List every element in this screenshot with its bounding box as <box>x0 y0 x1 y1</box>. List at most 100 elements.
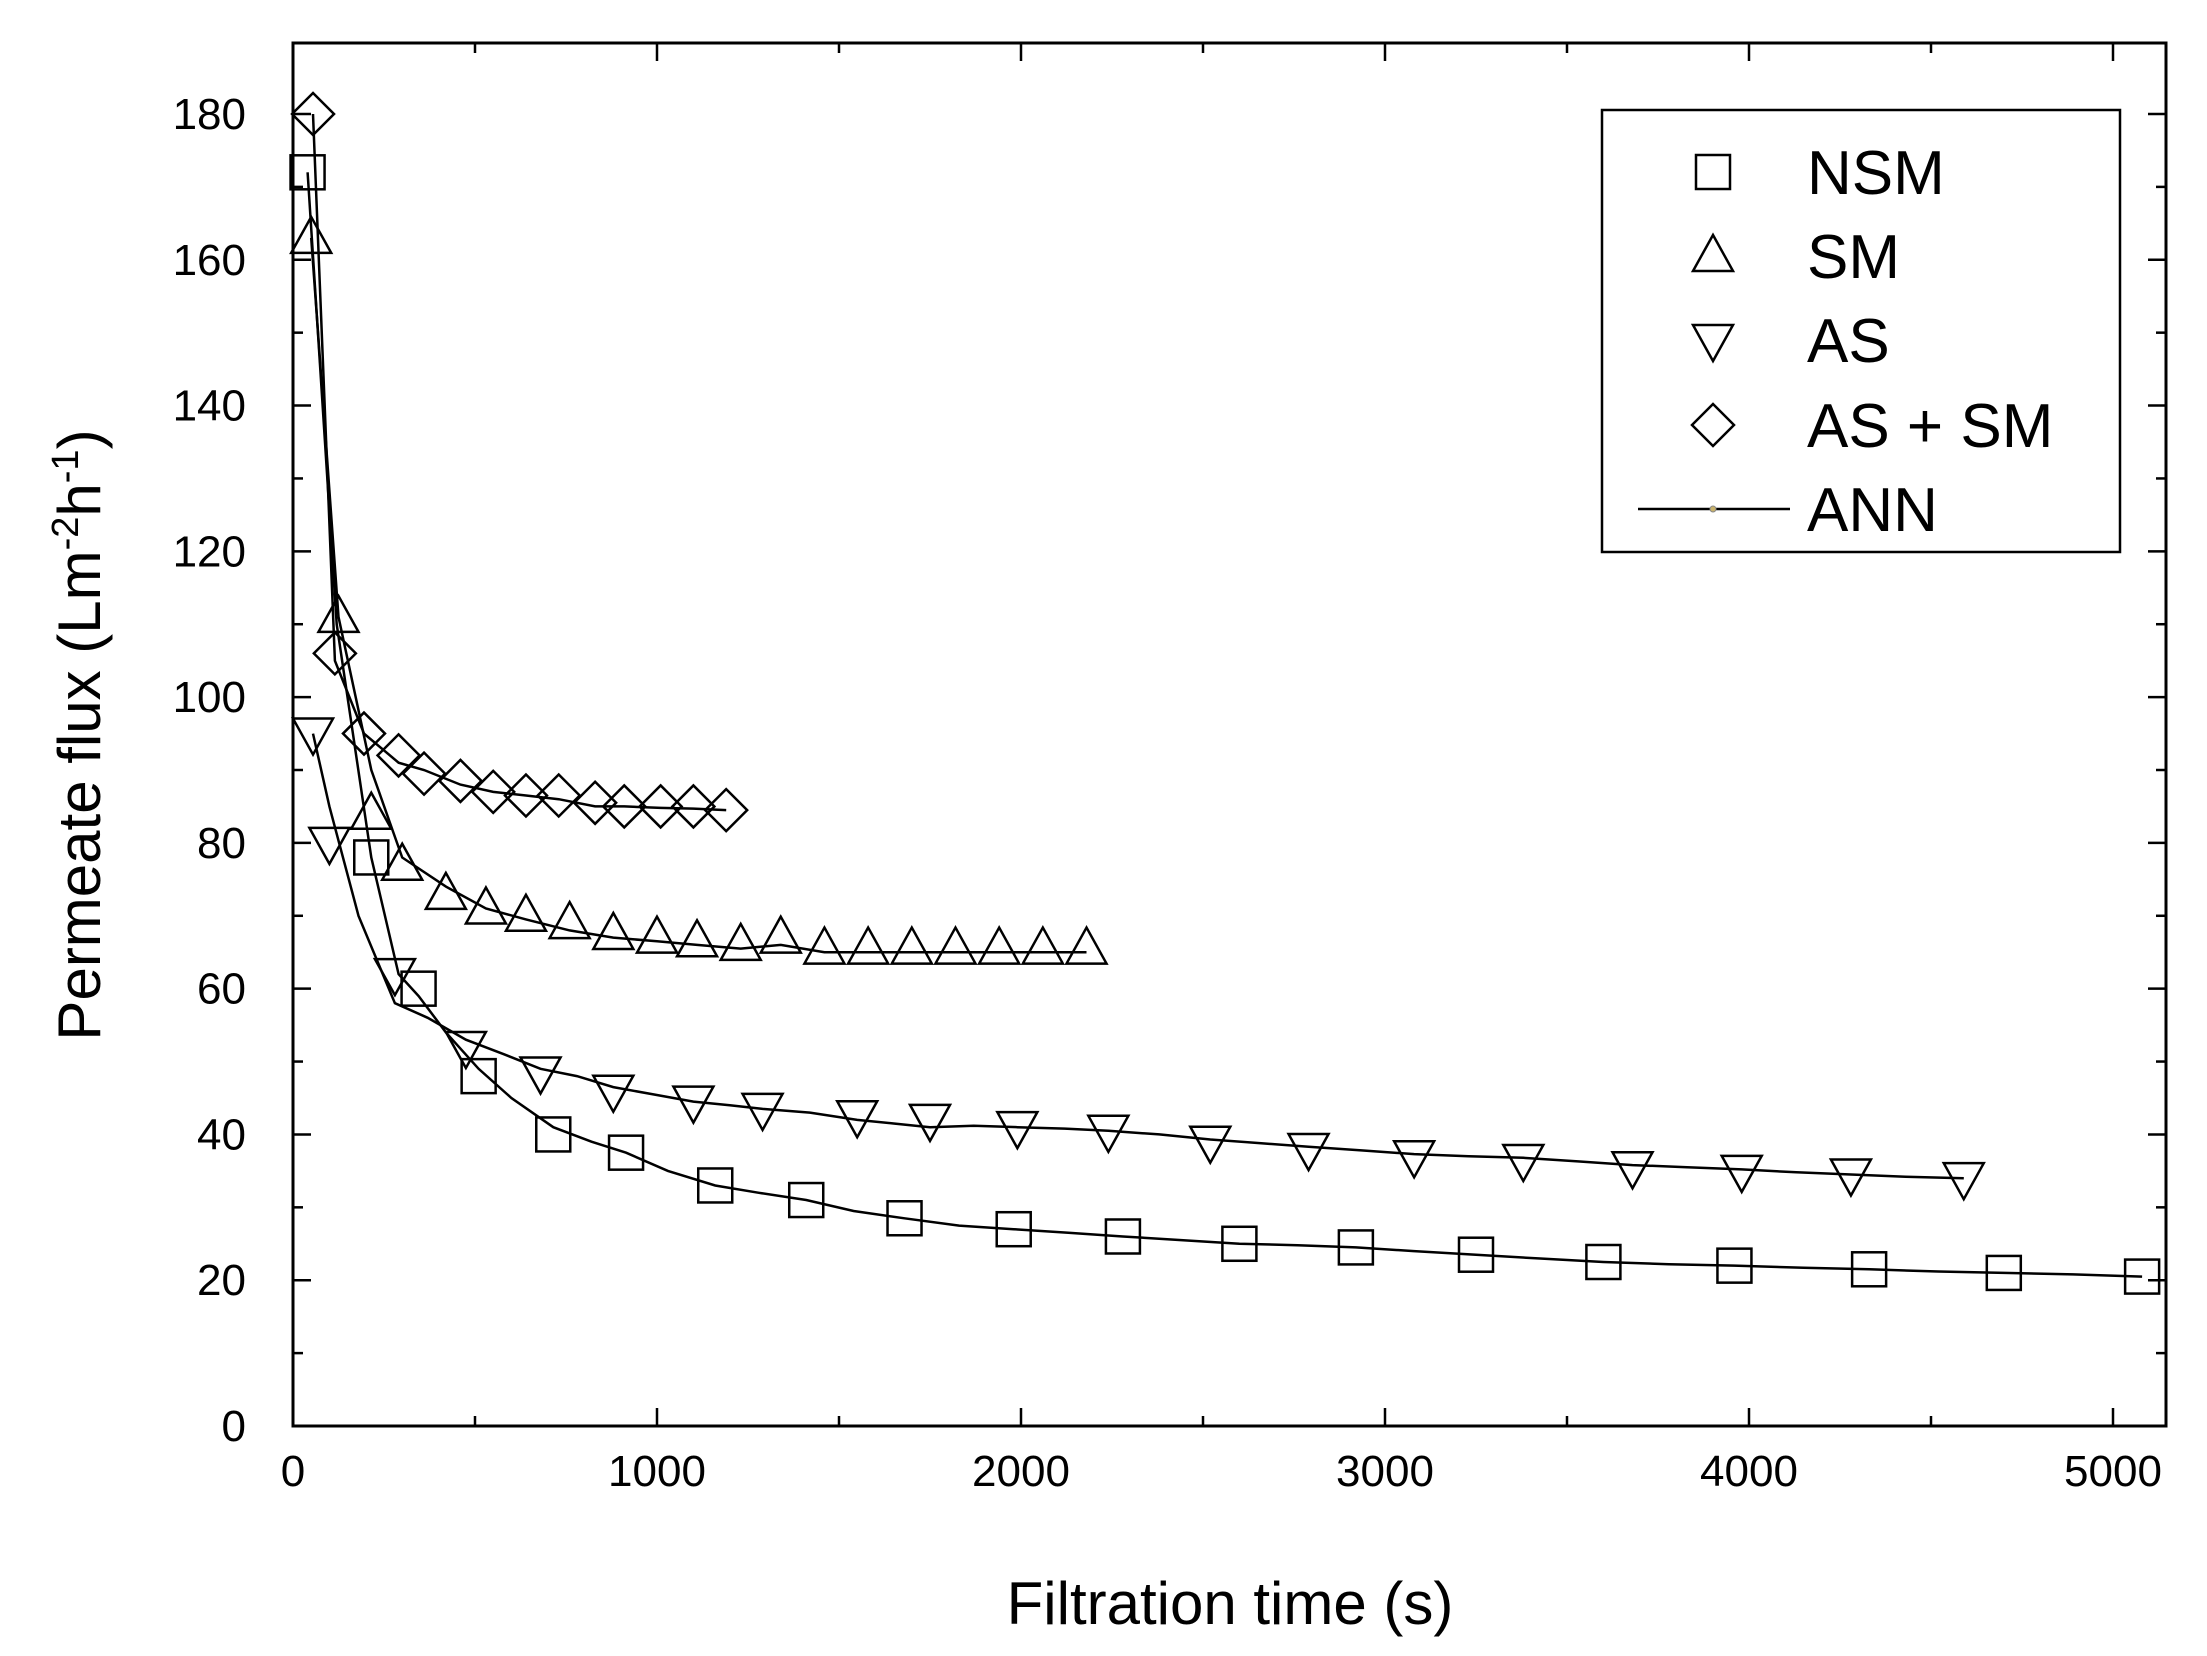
legend-dot-ann <box>1709 505 1717 513</box>
data-point-as-sm <box>670 783 717 830</box>
data-point-sm <box>889 925 934 965</box>
data-point-sm <box>802 925 847 965</box>
data-point-sm <box>463 884 509 925</box>
data-point-as-sm <box>572 780 618 826</box>
y-tick-label: 120 <box>173 527 246 576</box>
legend-box <box>1600 108 2122 554</box>
data-point-sm <box>977 925 1022 965</box>
y-axis-title-sup1: -2 <box>45 517 87 551</box>
data-point-as <box>443 1030 489 1071</box>
data-point-as <box>1391 1140 1437 1180</box>
data-point-nsm <box>1457 1236 1495 1273</box>
data-point-as <box>995 1110 1040 1151</box>
plot-frame <box>291 41 2168 1428</box>
data-point-nsm <box>1585 1243 1622 1281</box>
data-point-as <box>1941 1161 1986 1202</box>
y-tick-label: 0 <box>222 1402 246 1451</box>
y-axis-title-end: ) <box>46 429 113 449</box>
data-point-sm <box>718 921 763 962</box>
data-point-as-sm <box>535 772 582 819</box>
data-point-as-sm <box>341 710 387 757</box>
data-point-as <box>1719 1154 1764 1195</box>
data-point-as <box>907 1103 953 1144</box>
data-point-as <box>1610 1150 1655 1191</box>
data-point-nsm <box>353 839 390 876</box>
x-tick-label: 1000 <box>608 1447 706 1496</box>
data-point-nsm <box>696 1167 734 1204</box>
data-point-as-sm <box>375 732 422 779</box>
y-tick-label: 100 <box>173 673 246 722</box>
data-point-sm <box>349 790 394 830</box>
data-point-sm <box>845 925 891 965</box>
data-point-nsm <box>1850 1251 1888 1288</box>
ann-fit-lines <box>306 113 2143 1278</box>
legend-marker-as <box>1690 323 1736 364</box>
x-tick-label: 5000 <box>2064 1447 2162 1496</box>
ann-line-as-sm <box>311 113 727 812</box>
data-point-as-sm <box>703 787 749 833</box>
ann-line-sm <box>309 237 1087 954</box>
y-axis-title: Permeate flux (Lm-2h-1) <box>45 429 113 1040</box>
data-point-sm <box>758 914 803 954</box>
data-point-as-sm <box>437 758 484 804</box>
data-point-nsm <box>535 1116 572 1153</box>
data-point-sm <box>380 841 425 882</box>
y-tick-label: 140 <box>173 382 246 431</box>
y-tick-label: 40 <box>197 1110 246 1159</box>
data-point-sm <box>1020 925 1065 965</box>
y-axis-title-main: Permeate flux (Lm <box>46 550 113 1040</box>
data-point-sm <box>634 914 680 954</box>
x-tick-label: 2000 <box>972 1447 1070 1496</box>
data-point-as-sm <box>312 630 358 677</box>
x-tick-label: 3000 <box>1336 1447 1434 1496</box>
y-axis-title-sup2: -1 <box>45 449 87 483</box>
legend-label: NSM <box>1807 139 1945 208</box>
y-tick-label: 60 <box>197 965 246 1014</box>
data-markers <box>289 91 2161 1295</box>
legend-label: SM <box>1807 223 1900 292</box>
data-point-nsm <box>1985 1254 2023 1292</box>
data-point-nsm <box>1337 1229 1375 1266</box>
data-point-as-sm <box>290 91 336 137</box>
data-point-nsm <box>995 1210 1032 1248</box>
data-point-nsm <box>787 1181 825 1219</box>
y-tick-label: 20 <box>197 1256 246 1305</box>
data-point-as-sm <box>470 769 516 815</box>
data-point-sm <box>547 899 592 940</box>
data-point-sm <box>423 870 469 911</box>
y-tick-label: 80 <box>197 819 246 868</box>
data-point-as <box>1188 1125 1233 1166</box>
data-point-sm <box>1064 925 1109 965</box>
data-point-as <box>671 1085 716 1126</box>
legend-marker-nsm <box>1694 153 1732 191</box>
legend-label: AS + SM <box>1807 392 2053 461</box>
x-tick-label: 4000 <box>1700 1447 1798 1496</box>
data-point-as <box>591 1074 636 1115</box>
data-point-nsm <box>400 970 437 1007</box>
data-point-nsm <box>2123 1258 2161 1295</box>
x-tick-label: 0 <box>281 1447 305 1496</box>
data-point-as-sm <box>503 772 549 819</box>
data-point-as <box>1828 1158 1874 1199</box>
data-point-sm <box>933 925 978 965</box>
data-point-as <box>518 1056 563 1097</box>
y-axis-ticks: 0 20 40 60 80 100 120 140 160 180 <box>173 90 2166 1451</box>
data-point-nsm <box>1221 1225 1258 1263</box>
data-point-nsm <box>1104 1218 1142 1255</box>
x-axis-ticks: 0 1000 2000 3000 4000 5000 <box>281 43 2162 1496</box>
data-point-nsm <box>289 154 326 191</box>
data-point-as-sm <box>401 750 447 797</box>
data-point-as <box>1501 1143 1546 1184</box>
legend-marker-sm <box>1690 232 1736 273</box>
data-point-as-sm <box>601 783 648 830</box>
data-point-as <box>372 957 418 998</box>
data-point-nsm <box>607 1134 645 1171</box>
data-point-sm <box>674 917 720 958</box>
data-point-as <box>290 717 336 758</box>
data-point-as <box>835 1099 880 1140</box>
legend-label: ANN <box>1807 476 1938 545</box>
ann-line-nsm <box>306 172 2143 1278</box>
legend: NSM SM AS AS + SM ANN <box>1600 108 2122 554</box>
ann-line-as <box>311 733 1964 1180</box>
